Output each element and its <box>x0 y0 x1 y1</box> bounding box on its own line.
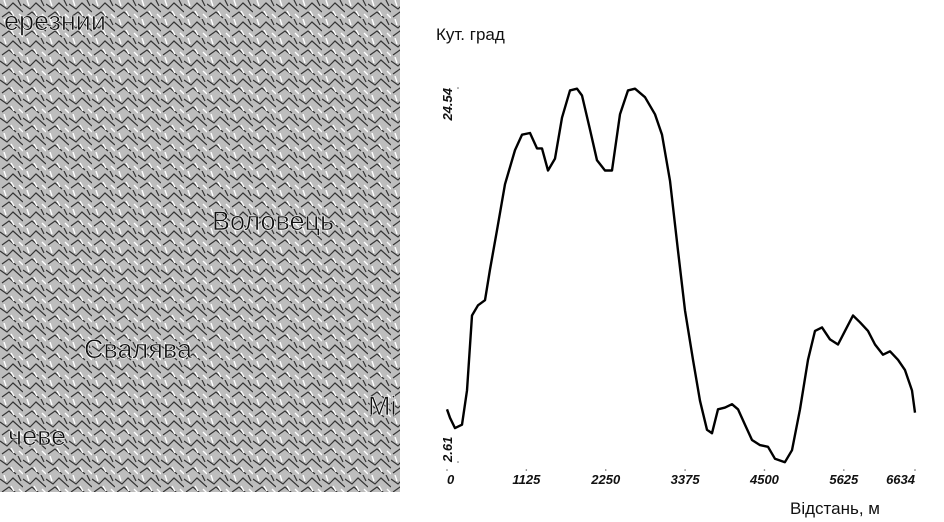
place-label: Воловець <box>212 206 334 236</box>
place-label: чеве <box>8 421 66 451</box>
y-tick-label: 24.54 <box>440 87 455 121</box>
tick-dot <box>457 461 459 463</box>
x-axis-label: Відстань, м <box>790 499 880 518</box>
place-label: Свалява <box>84 334 193 364</box>
map <box>0 0 400 492</box>
line <box>445 87 917 464</box>
place-label: ерезнии <box>4 6 106 36</box>
x-tick-label: 6634 <box>886 472 916 487</box>
x-tick-label: 0 <box>447 472 455 487</box>
y-tick-label: 2.61 <box>440 437 455 463</box>
tick-dot <box>604 469 607 471</box>
tick-dot <box>843 469 845 471</box>
x-tick-label: 5625 <box>829 472 859 487</box>
tick-dot <box>763 469 766 471</box>
tick-dot <box>446 469 448 471</box>
tick-dot <box>914 469 916 471</box>
x-tick-label: 2250 <box>590 472 621 487</box>
x-tick-label: 4500 <box>749 472 780 487</box>
x-tick-label: 3375 <box>671 472 701 487</box>
x-tick-label: 1125 <box>512 472 541 487</box>
place-label: Мі <box>368 391 397 421</box>
tick-dot <box>525 469 528 471</box>
y-axis-label: Кут. град <box>436 25 505 44</box>
tick-dot <box>457 87 459 89</box>
tick-dot <box>684 469 686 471</box>
